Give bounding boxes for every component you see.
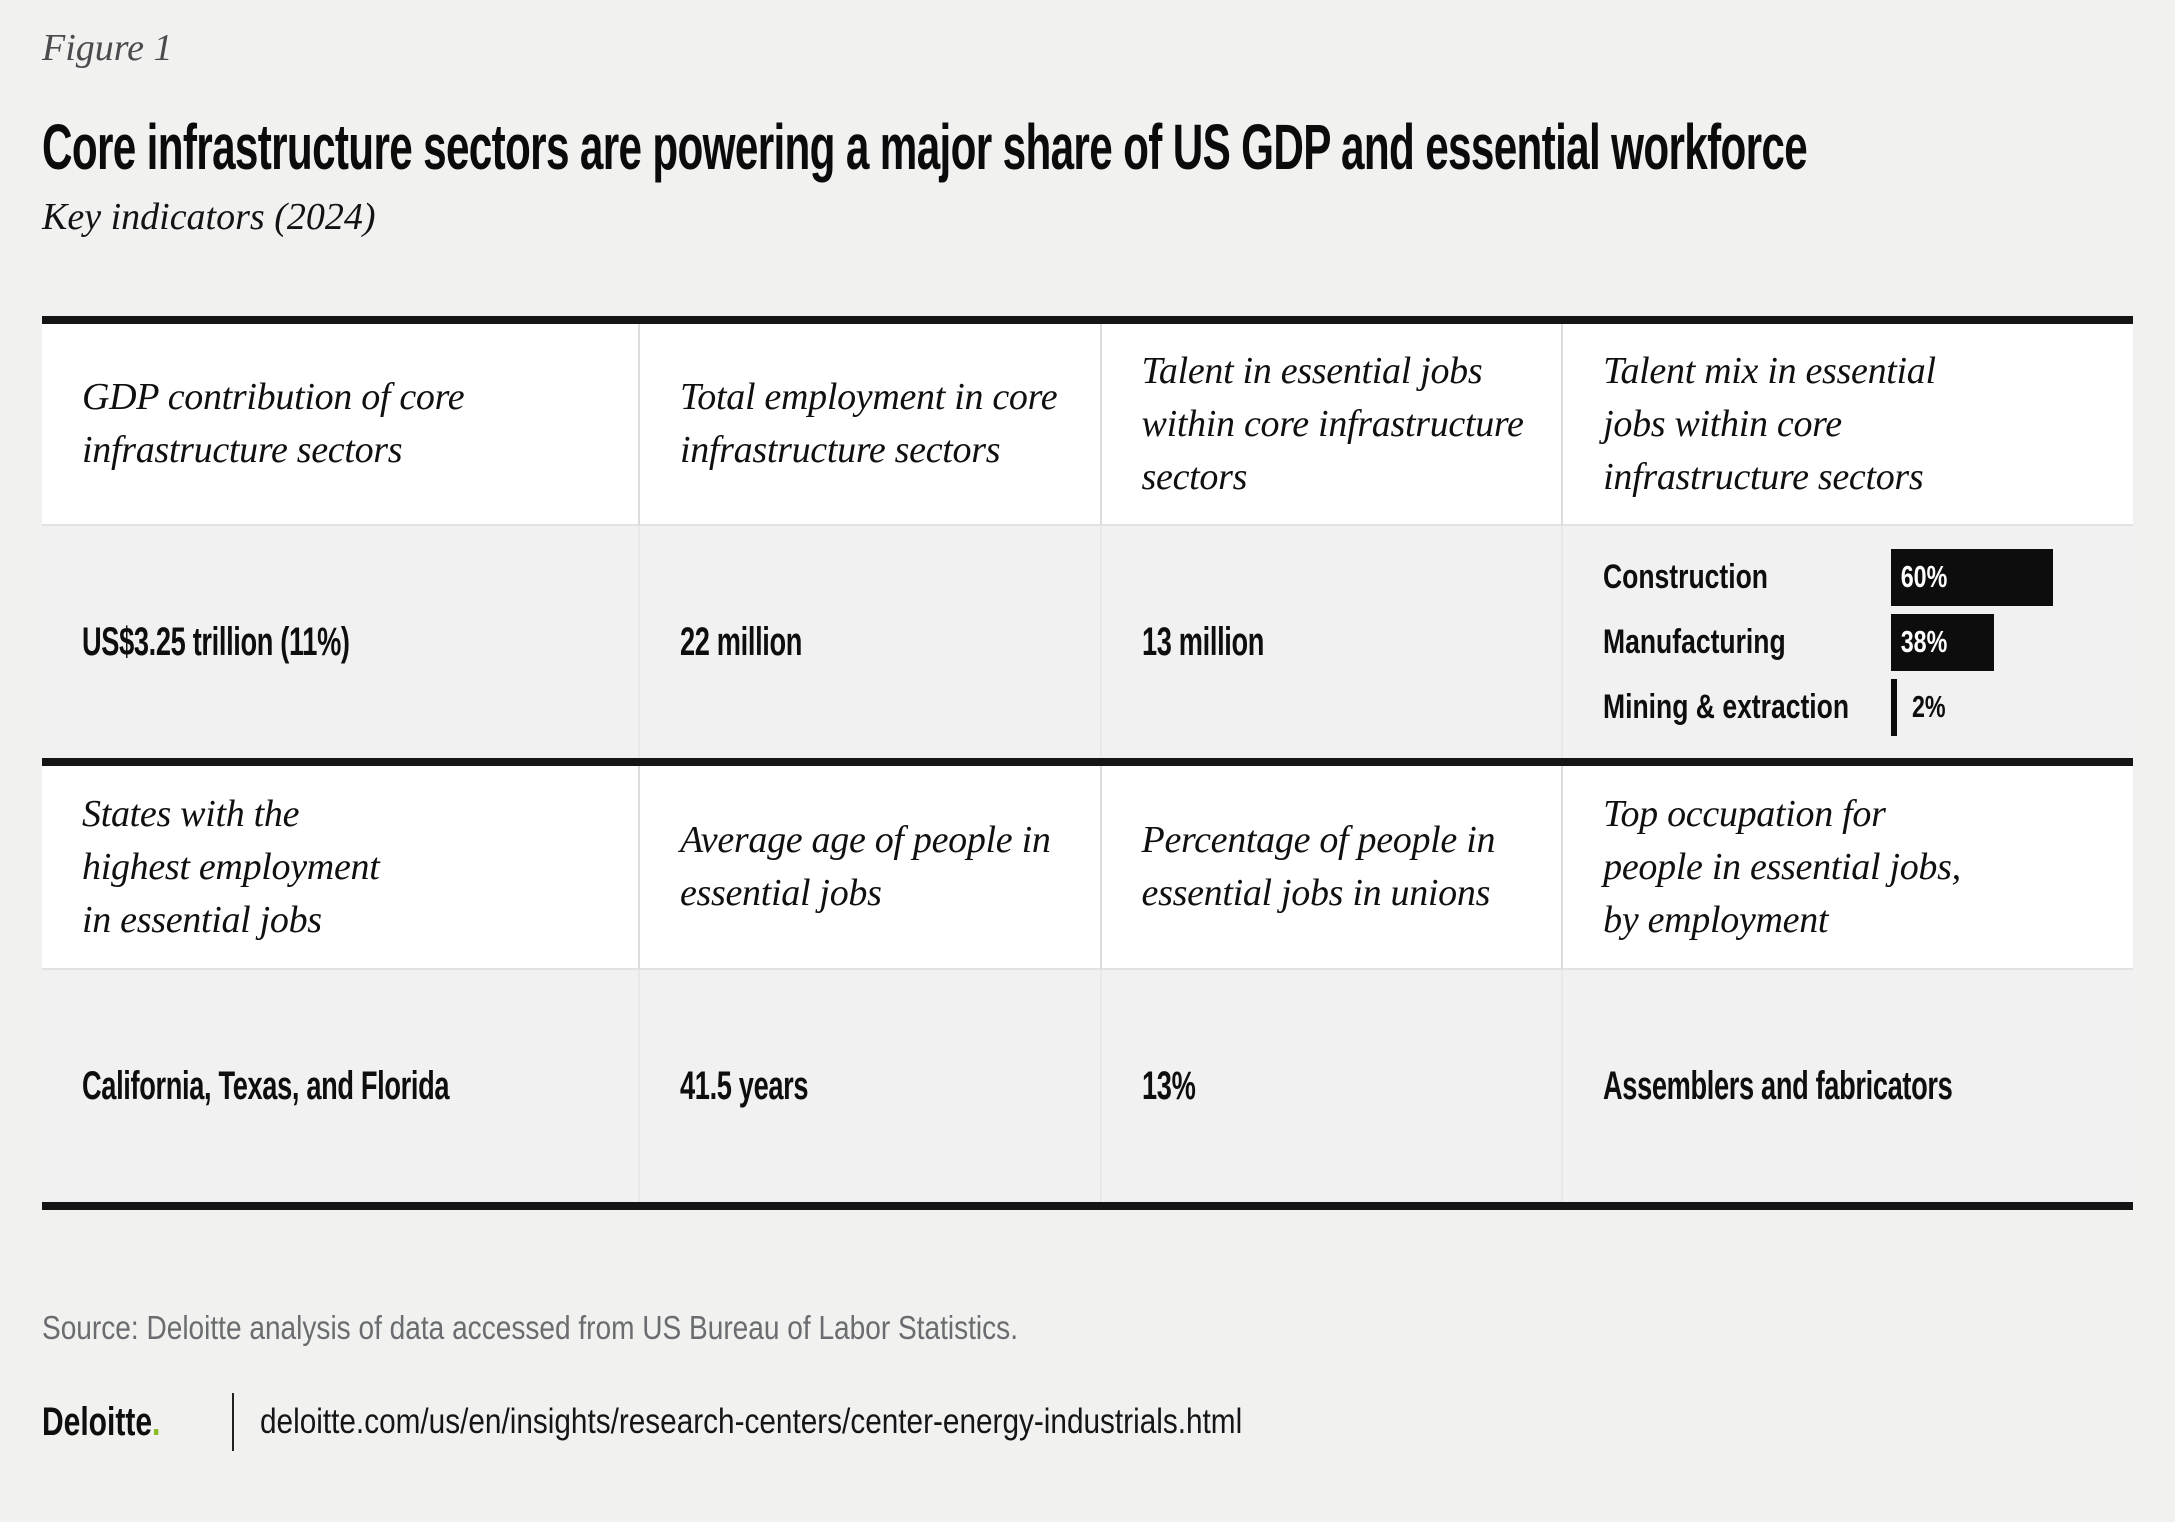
bar-mining-extraction	[1891, 678, 1897, 736]
indicator-value-cell: US$3.25 trillion (11%)	[42, 526, 640, 759]
indicator-value: 13%	[1141, 1063, 1196, 1108]
footer-url: deloitte.com/us/en/insights/research-cen…	[260, 1402, 1243, 1442]
indicator-header-cell: States with the highest employment in es…	[42, 766, 640, 971]
indicator-label: Talent mix in essential jobs within core…	[1603, 349, 1936, 498]
figure-title: Core infrastructure sectors are powering…	[42, 110, 1808, 183]
bar-construction: 60%	[1891, 548, 2054, 606]
indicator-value-cell: Assemblers and fabricators	[1563, 970, 2133, 1203]
indicator-table: GDP contribution of core infrastructure …	[42, 316, 2133, 1211]
bar-row: Manufacturing 38%	[1603, 613, 2117, 671]
bar-category-label: Mining & extraction	[1603, 687, 1850, 726]
indicator-label: Total employment in core infrastructure …	[679, 376, 1058, 472]
indicator-value-cell: 13%	[1101, 970, 1564, 1203]
indicator-value-cell: 41.5 years	[639, 970, 1102, 1203]
figure-page: Figure 1 Core infrastructure sectors are…	[0, 26, 2175, 1452]
indicator-label: Top occupation for people in essential j…	[1603, 792, 1961, 941]
indicator-label: States with the highest employment in es…	[82, 792, 380, 941]
source-note: Source: Deloitte analysis of data access…	[42, 1309, 1018, 1347]
indicator-value: 22 million	[679, 619, 803, 664]
bar-row: Mining & extraction 2%	[1603, 678, 2117, 736]
deloitte-logo: Deloitte.	[42, 1399, 161, 1444]
indicator-value-cell: 13 million	[1101, 526, 1564, 759]
indicator-header-cell: Percentage of people in essential jobs i…	[1101, 766, 1564, 971]
indicator-value-cell: California, Texas, and Florida	[42, 970, 640, 1203]
indicator-value: California, Texas, and Florida	[82, 1063, 450, 1108]
indicator-header-cell: Total employment in core infrastructure …	[639, 324, 1102, 527]
indicator-header-cell: Talent in essential jobs within core inf…	[1101, 324, 1564, 527]
indicator-value: 13 million	[1141, 619, 1264, 664]
bar-value-label: 38%	[1900, 624, 1948, 660]
indicator-header-cell: Average age of people in essential jobs	[639, 766, 1102, 971]
indicator-label: Talent in essential jobs within core inf…	[1141, 349, 1524, 498]
indicator-label: Average age of people in essential jobs	[679, 819, 1051, 915]
bar-category-label: Manufacturing	[1603, 622, 1786, 661]
figure-subtitle: Key indicators (2024)	[42, 195, 376, 238]
table-divider	[42, 758, 2133, 767]
bar-category-label: Construction	[1603, 557, 1769, 596]
footer: Deloitte. deloitte.com/us/en/insights/re…	[42, 1392, 2133, 1452]
figure-label: Figure 1	[42, 27, 173, 69]
bar-row: Construction 60%	[1603, 548, 2117, 606]
bar-value-label: 60%	[1900, 559, 1948, 595]
indicator-value: US$3.25 trillion (11%)	[82, 619, 350, 664]
talent-mix-chart: Construction 60% Manufacturing 38% Minin…	[1563, 526, 2133, 759]
indicator-value-cell: 22 million	[639, 526, 1102, 759]
bar-manufacturing: 38%	[1891, 613, 1994, 671]
logo-green-dot: .	[152, 1399, 161, 1444]
indicator-value: Assemblers and fabricators	[1603, 1063, 1953, 1108]
indicator-label: GDP contribution of core infrastructure …	[82, 376, 465, 472]
footer-divider	[232, 1393, 234, 1452]
indicator-header-cell: Top occupation for people in essential j…	[1563, 766, 2133, 971]
indicator-header-cell: Talent mix in essential jobs within core…	[1563, 324, 2133, 527]
bar-value-label: 2%	[1911, 689, 1946, 725]
indicator-label: Percentage of people in essential jobs i…	[1141, 819, 1496, 915]
indicator-value: 41.5 years	[679, 1063, 809, 1108]
indicator-header-cell: GDP contribution of core infrastructure …	[42, 324, 640, 527]
